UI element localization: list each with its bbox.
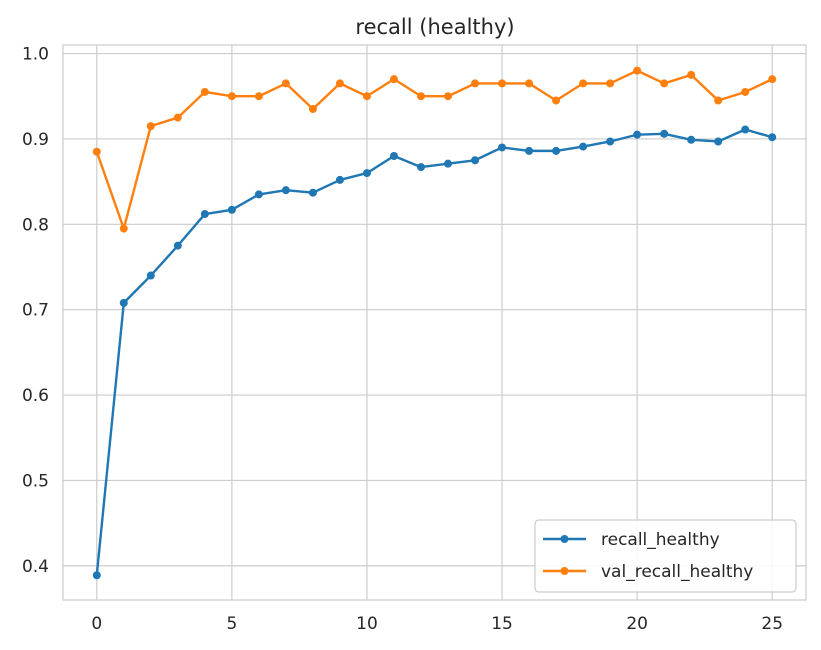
series-line-recall-healthy (95, 128, 773, 576)
data-point (119, 298, 128, 307)
data-point (200, 210, 209, 219)
data-point (416, 92, 425, 101)
y-axis-ticks: 0.4 0.5 0.6 0.7 0.8 0.9 1.0 (22, 45, 49, 577)
x-tick-label: 20 (626, 614, 648, 634)
legend-marker-recall-healthy (560, 535, 569, 543)
y-tick-label: 0.4 (22, 557, 49, 577)
y-tick-label: 0.9 (22, 130, 49, 150)
data-point (714, 137, 723, 146)
legend-box (534, 519, 797, 593)
data-point (687, 135, 696, 144)
data-point (227, 92, 236, 101)
x-tick-label: 25 (761, 614, 783, 634)
y-tick-label: 0.8 (22, 215, 49, 235)
data-point (552, 146, 561, 155)
data-point (92, 571, 101, 580)
data-point (660, 129, 669, 138)
data-point (444, 92, 453, 101)
data-point (200, 87, 209, 96)
data-point (281, 186, 290, 195)
data-point (444, 159, 453, 168)
data-point (498, 79, 507, 88)
x-tick-label: 0 (91, 614, 102, 634)
series (92, 66, 777, 580)
data-point (471, 79, 480, 88)
y-tick-label: 0.5 (22, 471, 49, 491)
data-point (146, 122, 155, 131)
data-point (768, 133, 777, 142)
data-point (92, 147, 101, 156)
data-point (335, 175, 344, 184)
data-point (660, 79, 669, 88)
data-point (389, 152, 398, 160)
data-point (741, 125, 750, 134)
series-recall-healthy (92, 125, 777, 580)
data-point (119, 224, 128, 233)
data-point (498, 143, 507, 152)
data-point (633, 130, 642, 139)
x-axis-ticks: 0 5 10 15 20 25 (91, 614, 783, 634)
data-point (633, 66, 642, 75)
data-point (471, 156, 480, 165)
series-line-val-recall-healthy (95, 69, 773, 230)
chart-title: recall (healthy) (355, 15, 514, 39)
data-point (308, 105, 317, 114)
data-point (227, 205, 236, 214)
data-point (335, 79, 344, 88)
y-tick-label: 0.7 (22, 301, 49, 321)
x-tick-label: 15 (491, 614, 513, 634)
data-point (308, 188, 317, 197)
data-point (389, 75, 398, 84)
legend-label-recall-healthy: recall_healthy (601, 530, 720, 550)
data-point (606, 79, 615, 88)
data-point (552, 96, 561, 105)
x-tick-label: 5 (226, 614, 237, 634)
legend-label-val-recall-healthy: val_recall_healthy (601, 562, 753, 582)
y-tick-label: 1.0 (22, 45, 49, 65)
series-val-recall-healthy (92, 66, 777, 233)
grid (63, 45, 806, 600)
data-point (362, 169, 371, 178)
data-point (525, 146, 534, 155)
data-point (173, 113, 182, 122)
x-tick-label: 10 (356, 614, 378, 634)
data-point (416, 163, 425, 172)
data-point (579, 79, 588, 88)
legend-marker-val-recall-healthy (560, 567, 569, 575)
data-point (173, 241, 182, 250)
data-point (606, 137, 615, 146)
data-point (281, 79, 290, 88)
data-point (741, 87, 750, 96)
data-point (525, 79, 534, 88)
data-point (254, 190, 263, 199)
data-point (687, 70, 696, 79)
data-point (768, 75, 777, 84)
data-point (146, 271, 155, 280)
data-point (362, 92, 371, 101)
y-tick-label: 0.6 (22, 386, 49, 406)
data-point (579, 142, 588, 151)
legend: recall_healthy val_recall_healthy (534, 519, 797, 593)
data-point (714, 96, 723, 105)
plot-frame (62, 44, 807, 601)
data-point (254, 92, 263, 101)
